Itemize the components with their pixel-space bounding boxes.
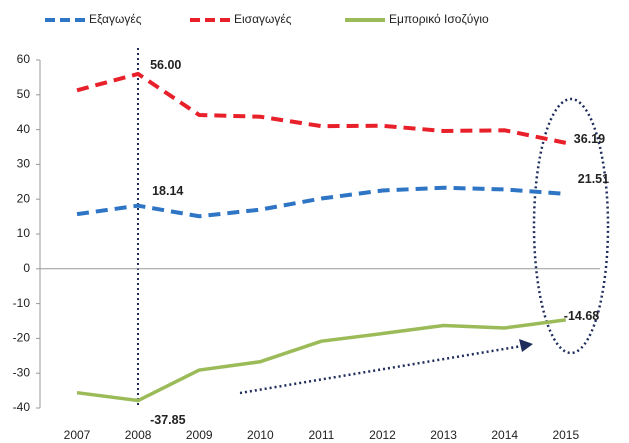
x-tick-label: 2009 — [186, 428, 213, 442]
arrow-head — [519, 339, 533, 352]
data-label: 18.14 — [152, 184, 183, 198]
x-tick-label: 2014 — [491, 428, 518, 442]
series-line — [76, 185, 566, 219]
y-tick-label: 60 — [17, 52, 31, 66]
y-tick-label: 50 — [17, 87, 31, 101]
x-tick-label: 2013 — [430, 428, 457, 442]
series-line — [76, 318, 567, 403]
series-line — [76, 71, 567, 145]
legend-label: Εισαγωγές — [234, 12, 292, 26]
data-label: -14.68 — [564, 309, 599, 323]
data-label: 56.00 — [150, 58, 181, 72]
y-tick-label: -30 — [13, 365, 31, 379]
y-tick-label: 10 — [17, 226, 31, 240]
y-tick-label: -40 — [13, 400, 31, 414]
data-label: 21.51 — [578, 172, 609, 186]
y-tick-label: -20 — [13, 331, 31, 345]
legend-label: Εξαγωγές — [89, 12, 142, 26]
legend-label: Εμπορικό Ισοζύγιο — [389, 12, 489, 26]
data-label: -37.85 — [150, 413, 185, 427]
y-tick-label: 30 — [17, 157, 31, 171]
y-tick-label: -10 — [13, 296, 31, 310]
annotation-ellipse — [532, 97, 610, 355]
y-tick-label: 40 — [17, 122, 31, 136]
x-tick-label: 2015 — [552, 428, 579, 442]
y-tick-label: 20 — [17, 191, 31, 205]
x-tick-label: 2007 — [64, 428, 91, 442]
x-tick-label: 2010 — [247, 428, 274, 442]
data-label: 36.19 — [574, 132, 605, 146]
x-tick-label: 2008 — [125, 428, 152, 442]
x-tick-label: 2011 — [308, 428, 334, 442]
y-tick-label: 0 — [23, 261, 30, 275]
x-tick-label: 2012 — [369, 428, 396, 442]
